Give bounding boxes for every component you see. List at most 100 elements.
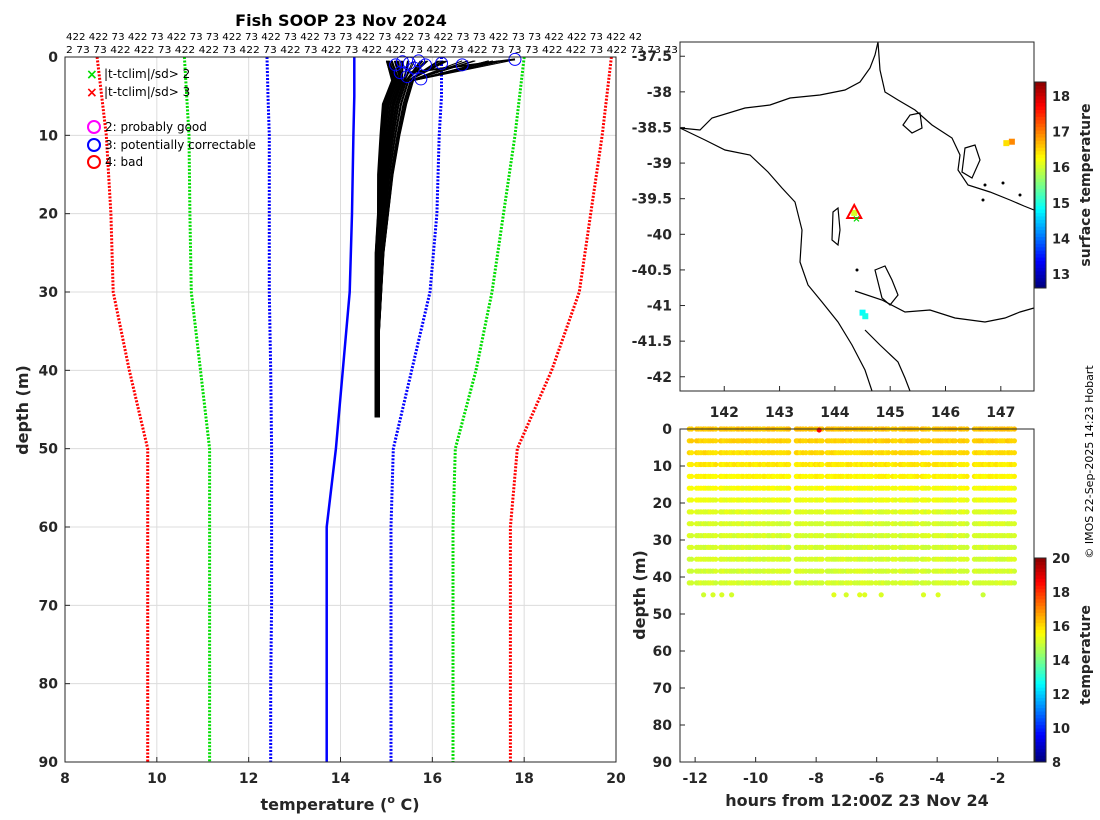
scatter-point [980,592,986,598]
scatter-point [713,497,719,503]
y-tick-label: 20 [39,207,59,223]
scatter-point [914,580,921,586]
scatter-x-axis-label: hours from 12:00Z 23 Nov 24 [725,791,988,810]
scatter-point [869,497,875,503]
coastline-bay [877,41,1035,211]
temperature-profile-line [377,60,409,418]
scatter-colorbar-segment [1035,639,1046,644]
islet [981,198,985,202]
scatter-point [713,438,719,444]
map-colorbar-segment [1035,140,1046,145]
scatter-point [893,580,899,586]
scatter-colorbar-segment [1035,595,1046,600]
map-colorbar-tick: 14 [1052,232,1070,247]
scatter-point [926,485,932,491]
scatter-y-tick-label: 40 [653,570,673,586]
temperature-profile-line [375,60,398,418]
map-colorbar-segment [1035,106,1046,110]
scatter-point [689,568,695,574]
map-y-tick-label: -41.5 [632,334,672,350]
map-colorbar-segment [1035,123,1046,128]
scatter-point [893,568,899,574]
map-colorbar-segment [1035,219,1046,224]
map-colorbar-segment [1035,160,1046,165]
scatter-point [819,533,825,539]
scatter-point [893,533,899,539]
map-x-tick-label: 144 [820,405,849,421]
scatter-point [803,497,809,503]
map-colorbar-segment [1035,191,1046,196]
scatter-point [952,556,958,562]
scatter-x-tick-label: -12 [682,771,707,787]
map-colorbar-segment [1035,215,1046,220]
scatter-point [893,497,899,503]
map-colorbar-segment [1035,185,1046,189]
scatter-point [786,450,792,456]
scatter-colorbar-segment [1035,622,1046,627]
scatter-point [803,521,809,527]
map-colorbar-segment [1035,154,1046,159]
scatter-point [803,568,809,574]
map-colorbar-segment [1035,116,1046,121]
scatter-point [926,509,932,515]
scatter-point [803,580,809,586]
scatter-point [885,580,892,586]
scatter-points [686,426,1018,598]
map-colorbar-segment [1035,257,1046,262]
scatter-point [819,473,825,479]
scatter-point [710,592,716,598]
scatter-colorbar-segment [1035,602,1046,607]
x-marker-green-icon: × [86,67,98,83]
scatter-colorbar-tick: 20 [1052,552,1070,567]
scatter-colorbar-segment [1035,643,1046,647]
map-x-tick-label: 142 [710,405,739,421]
map-colorbar-segment [1035,171,1046,176]
scatter-colorbar-tick: 18 [1052,586,1070,601]
scatter-point [713,544,719,551]
map-y-tick-label: -40.5 [632,263,672,279]
scatter-point [869,544,875,551]
scatter-x-tick-label: -6 [869,771,885,787]
scatter-point [848,438,854,444]
scatter-point [848,580,854,586]
map-colorbar-segment [1035,174,1046,179]
legend-entry-flag3: 3: potentially correctable [87,138,256,152]
scatter-point [869,556,875,562]
scatter-point [926,568,932,574]
scatter-point [885,473,892,479]
scatter-colorbar-segment [1035,731,1046,736]
scatter-point [914,509,921,515]
scatter-point [926,450,932,456]
flag-circle-point [455,58,469,72]
map-colorbar-segment [1035,133,1046,138]
scatter-colorbar-segment [1035,738,1046,743]
scatter-axes-box [679,428,1035,763]
scatter-colorbar-segment [1035,748,1046,753]
scatter-point [803,533,809,539]
scatter-colorbar-segment [1035,751,1046,756]
y-axis-label: depth (m) [13,365,32,455]
scatter-point [1011,533,1018,539]
scatter-colorbar-label: temperature [1078,605,1094,705]
y-tick-label: 40 [39,363,59,379]
islet [1001,181,1005,185]
scatter-colorbar-tick: 10 [1052,722,1070,737]
scatter-point [848,473,854,479]
scatter-point [926,533,932,539]
map-colorbar-segment [1035,236,1046,241]
temperature-profile-line [376,60,401,418]
scatter-point [926,580,932,586]
scatter-point [713,461,719,468]
scatter-point [964,568,970,574]
map-colorbar-segment [1035,150,1046,155]
scatter-point [926,521,932,527]
scatter-colorbar-segment [1035,704,1046,709]
scatter-colorbar-segment [1035,697,1046,702]
scatter-point [713,568,719,574]
map-colorbar-frame [1034,81,1047,289]
scatter-point [964,485,970,491]
map-colorbar-segment [1035,85,1046,90]
map-colorbar-segment [1035,178,1046,183]
scatter-point [878,592,884,598]
